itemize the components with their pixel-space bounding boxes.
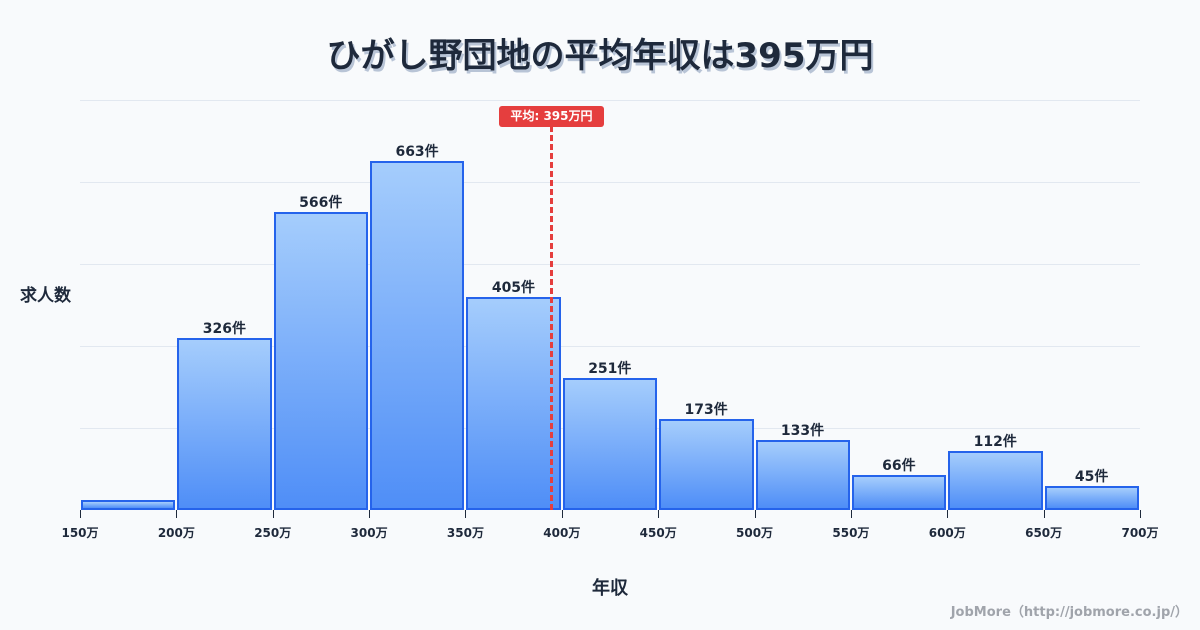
- y-axis-label: 求人数: [20, 286, 71, 306]
- mean-line: [550, 126, 553, 510]
- gridline: [80, 182, 1140, 183]
- x-tick-label: 500万: [736, 526, 774, 540]
- x-tick: [272, 510, 274, 518]
- bar-value-label: 663件: [395, 144, 439, 160]
- x-tick-label: 300万: [350, 526, 388, 540]
- mean-badge: 平均: 395万円: [499, 106, 604, 127]
- x-tick: [754, 510, 756, 518]
- x-tick-label: 450万: [639, 526, 677, 540]
- x-tick-label: 700万: [1121, 526, 1159, 540]
- x-tick-label: 550万: [832, 526, 870, 540]
- x-tick-label: 150万: [61, 526, 99, 540]
- x-axis-label: 年収: [592, 578, 628, 599]
- histogram-bar: [370, 161, 465, 510]
- bar-value-label: 45件: [1074, 469, 1109, 486]
- gridline: [80, 264, 1140, 265]
- bar-value-label: 405件: [491, 279, 536, 296]
- histogram-bar: [177, 338, 272, 510]
- x-tick: [1043, 510, 1045, 518]
- bar-value-label: 173件: [684, 401, 728, 418]
- histogram-bar: [851, 475, 947, 510]
- histogram-bar: [273, 212, 369, 510]
- histogram-bar: [755, 439, 850, 510]
- bar-value-label: 133件: [780, 422, 825, 439]
- x-tick: [561, 510, 563, 518]
- x-tick: [658, 510, 660, 518]
- histogram-bar: [466, 296, 561, 510]
- x-tick: [80, 510, 81, 518]
- bar-value-label: 326件: [202, 321, 246, 338]
- histogram-bar: [659, 418, 754, 510]
- gridline: [80, 346, 1140, 347]
- gridline: [80, 100, 1140, 101]
- histogram-bar: [81, 499, 176, 510]
- histogram-bar: [562, 377, 658, 510]
- bar-value-label: 112件: [973, 434, 1017, 451]
- x-tick: [176, 510, 178, 518]
- x-tick-label: 650万: [1025, 526, 1063, 540]
- x-tick-label: 350万: [446, 526, 484, 540]
- bar-value-label: 251件: [588, 360, 632, 377]
- bar-value-label: 566件: [299, 195, 343, 212]
- x-tick: [465, 510, 467, 518]
- histogram-bar: [1044, 486, 1139, 510]
- x-tick: [947, 510, 949, 518]
- x-tick-label: 400万: [543, 526, 581, 540]
- x-tick: [369, 510, 371, 518]
- bar-value-label: 66件: [882, 458, 916, 475]
- x-tick-label: 250万: [254, 526, 292, 540]
- chart-title: ひがし野団地の平均年収は395万円: [326, 36, 874, 76]
- x-tick: [1140, 510, 1141, 518]
- x-tick: [850, 510, 852, 518]
- x-tick-label: 600万: [928, 526, 966, 540]
- histogram-bar: [948, 451, 1043, 510]
- credit-text: JobMore（http://jobmore.co.jp/）: [950, 605, 1188, 620]
- x-tick-label: 200万: [157, 526, 195, 540]
